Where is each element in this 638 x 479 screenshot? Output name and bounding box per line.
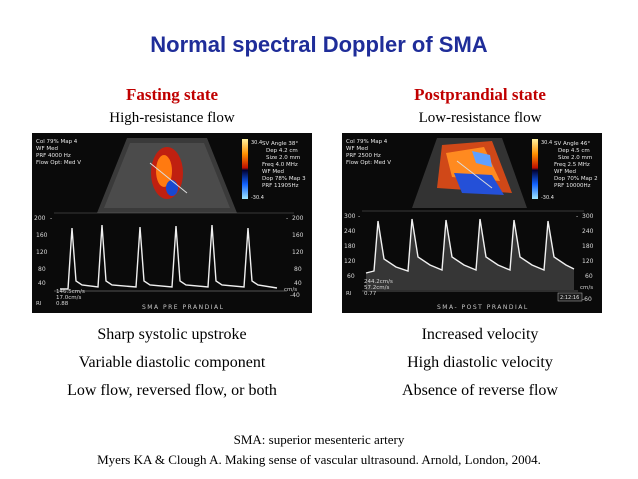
svg-text:PRF 2500 Hz: PRF 2500 Hz [346, 153, 381, 159]
svg-text:Col 79% Map 4: Col 79% Map 4 [346, 139, 388, 145]
scale-left-120: 120 [36, 249, 48, 256]
color-scale-bottom: -30.4 [541, 195, 554, 201]
fasting-bullet-1: Sharp systolic upstroke [97, 326, 247, 343]
time-badge [557, 292, 583, 302]
scale-left-sign: - [50, 215, 52, 222]
color-scale-bar [532, 139, 538, 199]
abbreviation-note: SMA: superior mesenteric artery [233, 432, 405, 447]
postprandial-doppler-image: Col 79% Map 4 WF Med PRF 2500 Hz Flow Op… [342, 133, 602, 313]
fasting-settings-text: SV Angle 38° Dep 4.2 cm Size 2.0 mm Freq… [262, 141, 306, 189]
svg-text:Size 2.0 mm: Size 2.0 mm [558, 155, 592, 161]
fasting-info-text: Col 79% Map 4 WF Med PRF 4000 Hz Flow Op… [36, 139, 81, 166]
spectral-waveform [365, 218, 575, 274]
svg-text:PRF 11905Hz: PRF 11905Hz [262, 183, 299, 189]
scale-right-neg: -40 [290, 292, 300, 299]
spectral-waveform [60, 224, 278, 290]
scale-left-80: 80 [38, 266, 46, 273]
postprandial-image-caption: SMA- POST PRANDIAL [437, 304, 529, 311]
slide-title: Normal spectral Doppler of SMA [150, 32, 488, 57]
unit-label: cm/s [580, 285, 593, 291]
svg-text:Dep 4.2 cm: Dep 4.2 cm [266, 148, 298, 154]
scale-right-80: 80 [294, 266, 302, 273]
postprandial-bullet-2: High diastolic velocity [407, 354, 553, 371]
fasting-bullet-3: Low flow, reversed flow, or both [67, 382, 277, 399]
scale-left-120: 120 [344, 258, 356, 265]
scale-right-300: 300 [582, 213, 594, 220]
time-badge-text: 2:12:16 [560, 295, 579, 301]
svg-text:PRF 10000Hz: PRF 10000Hz [554, 183, 591, 189]
fasting-doppler-image: Col 79% Map 4 WF Med PRF 4000 Hz Flow Op… [32, 133, 312, 313]
svg-text:Dop 70% Map 2: Dop 70% Map 2 [554, 176, 598, 182]
color-scale-top: 30.4 [541, 140, 552, 146]
color-scale-bottom: -30.4 [251, 195, 264, 201]
svg-text:57.2cm/s: 57.2cm/s [364, 285, 389, 291]
scale-right-40: 40 [294, 280, 302, 287]
svg-text:RI: RI [346, 291, 352, 297]
fasting-heading: Fasting state [125, 85, 219, 104]
color-scale-bar [242, 139, 248, 199]
svg-text:Col 79% Map 4: Col 79% Map 4 [36, 139, 78, 145]
svg-text:Freq 2.5 MHz: Freq 2.5 MHz [554, 162, 590, 168]
postprandial-bullet-3: Absence of reverse flow [402, 382, 558, 399]
postprandial-heading: Postprandial state [414, 85, 546, 104]
svg-text:Size 2.0 mm: Size 2.0 mm [266, 155, 300, 161]
scale-left-180: 180 [344, 243, 356, 250]
svg-text:PRF 4000 Hz: PRF 4000 Hz [36, 153, 71, 159]
scale-left-sign: - [358, 213, 360, 220]
svg-text:146.5cm/s: 146.5cm/s [56, 289, 85, 295]
scale-left-240: 240 [344, 228, 356, 235]
scale-left-60: 60 [347, 273, 355, 280]
svg-text:WF Med: WF Med [554, 169, 576, 175]
scale-right-sign: - [576, 213, 578, 220]
svg-text:Flow Opt: Med V: Flow Opt: Med V [346, 160, 391, 166]
scale-left-300: 300 [344, 213, 356, 220]
svg-text:Freq 4.0 MHz: Freq 4.0 MHz [262, 162, 298, 168]
svg-text:0.88: 0.88 [56, 301, 69, 307]
scale-right-240: 240 [582, 228, 594, 235]
postprandial-readout: 244.2cm/s 57.2cm/s 0.77 RI [346, 279, 393, 297]
postprandial-subheading: Low-resistance flow [418, 110, 542, 126]
postprandial-bullet-1: Increased velocity [421, 326, 539, 343]
scale-right-180: 180 [582, 243, 594, 250]
scale-right-60: 60 [585, 273, 593, 280]
postprandial-info-text: Col 79% Map 4 WF Med PRF 2500 Hz Flow Op… [346, 139, 391, 166]
svg-text:17.0cm/s: 17.0cm/s [56, 295, 81, 301]
scale-right-120: 120 [292, 249, 304, 256]
svg-text:WF Med: WF Med [346, 146, 368, 152]
unit-label: cm/s [284, 287, 297, 293]
svg-text:SV Angle 38°: SV Angle 38° [262, 141, 298, 147]
svg-text:SV Angle 46°: SV Angle 46° [554, 141, 590, 147]
svg-text:WF Med: WF Med [262, 169, 284, 175]
scale-right-neg: -60 [582, 296, 592, 303]
scale-right-sign: - [286, 215, 288, 222]
fasting-subheading: High-resistance flow [109, 110, 235, 126]
svg-text:Flow Opt: Med V: Flow Opt: Med V [36, 160, 81, 166]
svg-text:RI: RI [36, 301, 42, 307]
svg-text:Dop 78% Map 3: Dop 78% Map 3 [262, 176, 306, 182]
svg-text:244.2cm/s: 244.2cm/s [364, 279, 393, 285]
fasting-readout: 146.5cm/s 17.0cm/s 0.88 RI [36, 289, 85, 307]
fasting-image-caption: SMA PRE PRANDIAL [142, 304, 224, 311]
scale-right-200: 200 [292, 215, 304, 222]
scale-right-120: 120 [582, 258, 594, 265]
color-scale-top: 30.4 [251, 140, 262, 146]
svg-text:0.77: 0.77 [364, 291, 377, 297]
scale-left-160: 160 [36, 232, 48, 239]
reference-citation: Myers KA & Clough A. Making sense of vas… [97, 452, 541, 467]
scale-left-200: 200 [34, 215, 46, 222]
svg-text:Dep 4.5 cm: Dep 4.5 cm [558, 148, 590, 154]
scale-left-40: 40 [38, 280, 46, 287]
postprandial-settings-text: SV Angle 46° Dep 4.5 cm Size 2.0 mm Freq… [554, 141, 598, 189]
fasting-bullet-2: Variable diastolic component [78, 354, 266, 371]
scale-right-160: 160 [292, 232, 304, 239]
svg-text:WF Med: WF Med [36, 146, 58, 152]
